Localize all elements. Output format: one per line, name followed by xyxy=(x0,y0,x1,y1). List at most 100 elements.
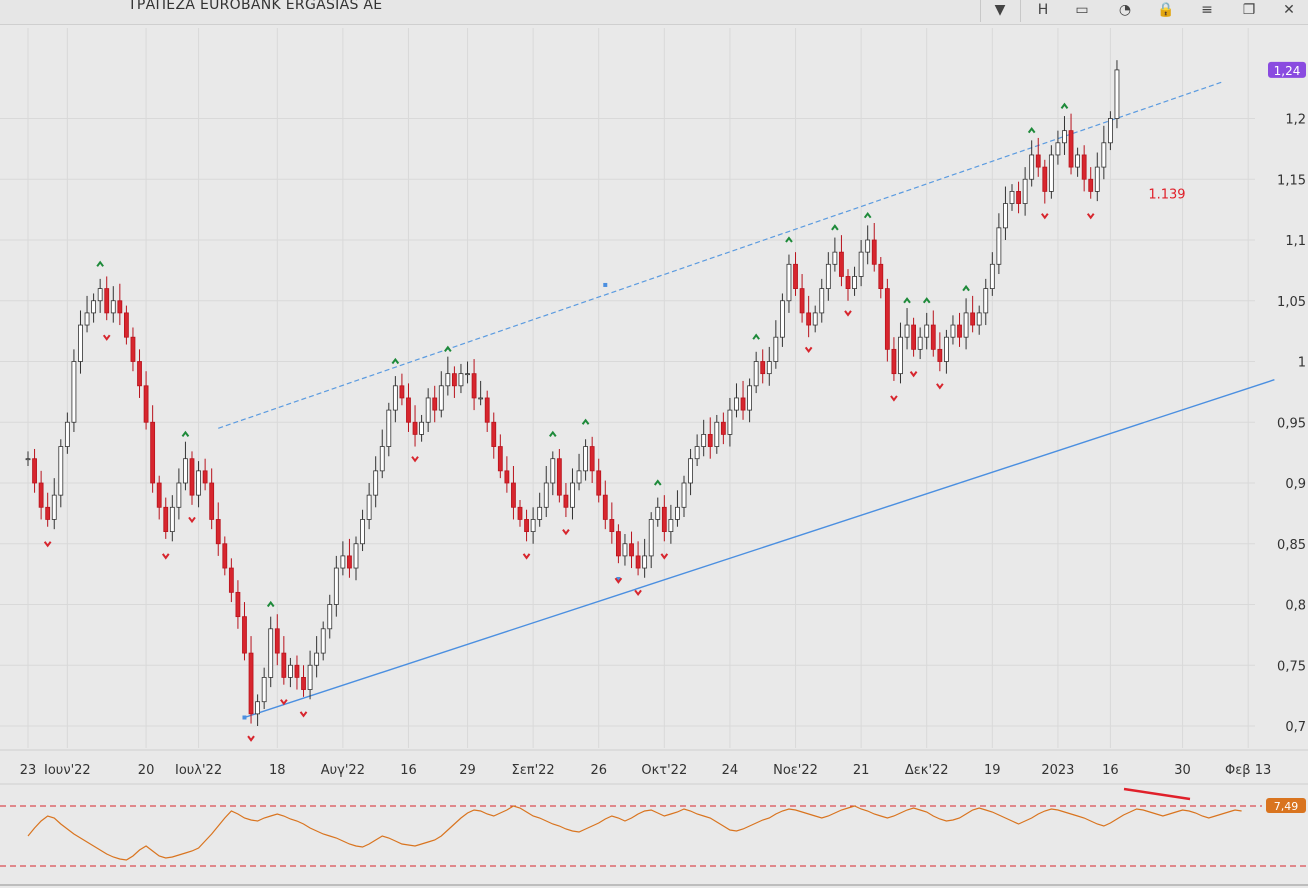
title-separator xyxy=(1020,0,1021,22)
candle-body xyxy=(1081,154,1087,180)
price-tick-label: 0,85 xyxy=(1277,538,1306,553)
candle-body xyxy=(333,567,339,605)
peak-marker xyxy=(444,345,452,352)
trough-marker xyxy=(102,334,111,341)
candle-body xyxy=(596,470,602,496)
candle-body xyxy=(327,604,333,630)
time-tick-label: 29 xyxy=(459,763,476,778)
candle-body xyxy=(832,251,838,265)
candle-body xyxy=(458,373,464,387)
time-tick-label: Νοε'22 xyxy=(773,763,818,778)
trough-marker xyxy=(634,589,642,597)
h-button[interactable]: H xyxy=(1037,2,1049,18)
candle-body xyxy=(274,628,280,654)
candle-body xyxy=(438,385,444,411)
candle-body xyxy=(235,591,241,618)
peak-marker xyxy=(181,430,190,437)
window-title: ΤΡΑΠΕΖΑ EUROBANK ERGASIAS AE xyxy=(128,0,383,13)
grid xyxy=(0,28,1255,748)
fractal-markers xyxy=(43,102,1095,742)
window-title-bar: ΤΡΑΠΕΖΑ EUROBANK ERGASIAS AE ▼ H ▭ ◔ 🔒 ≡… xyxy=(0,0,1308,25)
candle-body xyxy=(858,251,864,277)
candle-body xyxy=(215,519,221,545)
candle-body xyxy=(406,397,411,423)
candle-body xyxy=(944,336,949,362)
candle-body xyxy=(1029,154,1035,180)
candle-body xyxy=(576,470,582,484)
time-tick-label: 30 xyxy=(1174,763,1191,778)
candle-body xyxy=(228,567,234,593)
candle-body xyxy=(570,482,575,508)
candle-body xyxy=(386,409,392,447)
candle-body xyxy=(268,628,274,678)
candle-body xyxy=(110,300,116,314)
candle-body xyxy=(707,433,713,447)
candle-body xyxy=(550,458,556,484)
candle-body xyxy=(281,652,287,678)
trough-marker xyxy=(804,346,813,354)
candle-body xyxy=(871,239,877,265)
candle-body xyxy=(347,555,352,569)
oscillator-value-label: 7,49 xyxy=(1274,800,1299,813)
peak-marker xyxy=(752,333,760,340)
candle-body xyxy=(261,677,267,703)
menu-icon[interactable]: ≡ xyxy=(1201,2,1213,18)
candle-body xyxy=(1108,118,1113,144)
price-tick-label: 0,7 xyxy=(1285,720,1306,735)
candle-body xyxy=(583,446,588,472)
trough-marker xyxy=(43,541,52,548)
candle-body xyxy=(91,300,96,314)
candle-body xyxy=(1068,130,1074,168)
candle-body xyxy=(819,288,825,314)
candle-body xyxy=(898,336,903,375)
time-tick-label: 18 xyxy=(269,763,286,778)
candle-body xyxy=(629,543,634,557)
peak-marker xyxy=(903,297,911,304)
candle-body xyxy=(484,397,490,423)
candle-body xyxy=(255,701,261,715)
time-tick-label: Ιουλ'22 xyxy=(175,763,222,778)
candle-body xyxy=(930,324,936,350)
candle-body xyxy=(793,263,798,289)
time-tick-label: Οκτ'22 xyxy=(641,763,687,778)
candle-body xyxy=(314,652,320,666)
candle-body xyxy=(163,506,169,532)
peak-marker xyxy=(962,284,970,292)
gauge-icon[interactable]: ◔ xyxy=(1118,2,1132,18)
time-tick-label: 20 xyxy=(138,763,155,778)
candle-body xyxy=(307,664,313,690)
price-tick-label: 1 xyxy=(1298,356,1306,371)
trough-marker xyxy=(411,456,419,463)
candle-body xyxy=(1075,154,1080,168)
candle-body xyxy=(1003,203,1008,229)
candle-body xyxy=(622,543,628,557)
candle-body xyxy=(366,494,372,520)
candle-body xyxy=(648,519,654,557)
candle-body xyxy=(1062,130,1067,144)
trough-marker xyxy=(1086,213,1095,220)
candle-body xyxy=(1094,166,1100,192)
time-tick-label: Αυγ'22 xyxy=(321,763,365,778)
close-icon[interactable]: ✕ xyxy=(1283,2,1295,18)
candle-body xyxy=(675,506,680,520)
candle-body xyxy=(38,482,44,508)
candle-body xyxy=(419,421,425,435)
lock-icon[interactable]: 🔒 xyxy=(1157,2,1175,18)
candle-body xyxy=(694,446,700,460)
candle-body xyxy=(1022,178,1028,204)
candle-body xyxy=(301,677,306,690)
candles xyxy=(25,60,1120,726)
restore-icon[interactable]: ❐ xyxy=(1242,2,1256,18)
candle-body xyxy=(445,373,451,387)
price-tick-label: 1,15 xyxy=(1277,173,1306,188)
price-tick-label: 1,2 xyxy=(1285,113,1306,128)
time-tick-label: 23 xyxy=(20,763,37,778)
trough-marker xyxy=(936,383,944,390)
bar-icon[interactable]: ▭ xyxy=(1075,2,1089,18)
time-tick-label: 26 xyxy=(590,763,607,778)
candle-body xyxy=(425,397,431,423)
candle-body xyxy=(1088,178,1094,192)
time-tick-label: Ιουν'22 xyxy=(44,763,91,778)
dropdown-icon[interactable]: ▼ xyxy=(994,2,1006,18)
